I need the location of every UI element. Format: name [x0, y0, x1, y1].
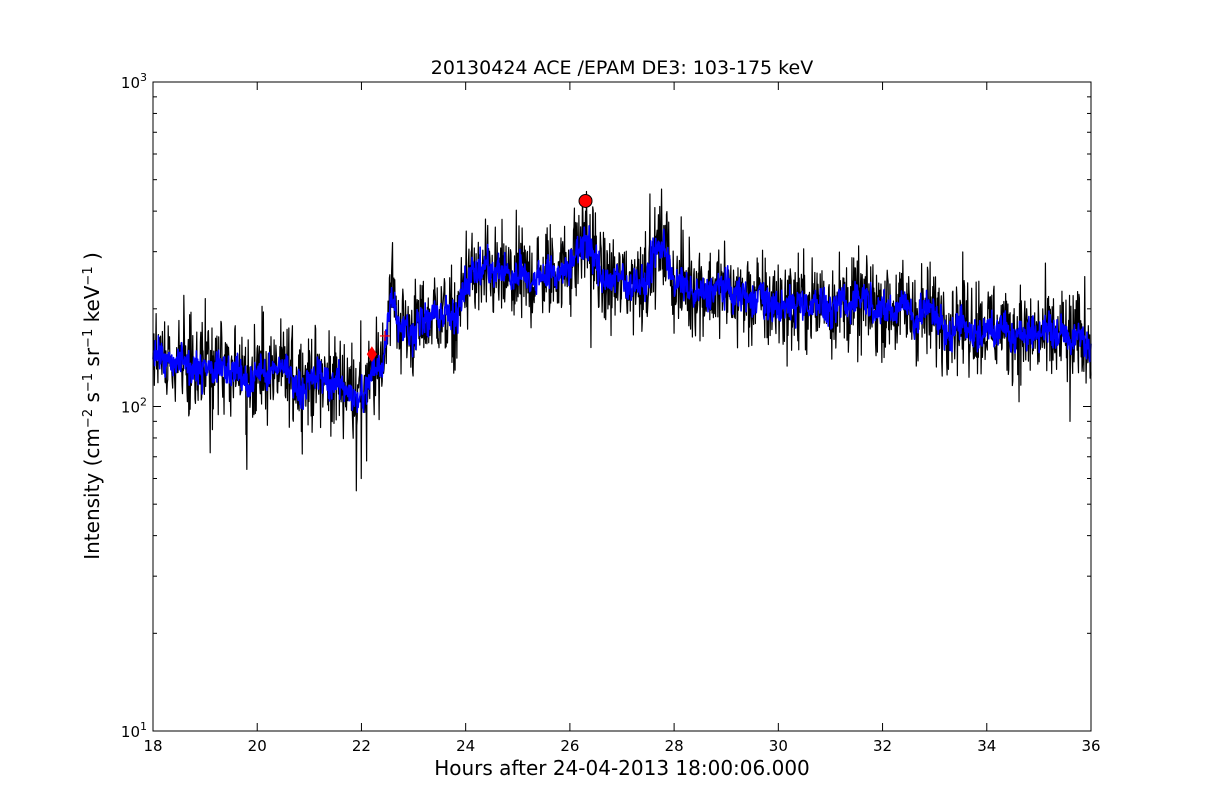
x-axis-label: Hours after 24-04-2013 18:00:06.000	[434, 756, 810, 780]
x-tick-label: 28	[665, 737, 684, 755]
y-tick-label-exp: 2	[140, 396, 147, 409]
marker-layer	[366, 193, 593, 363]
x-tick-label: 36	[1081, 737, 1100, 755]
y-label-exp3: −1	[81, 329, 96, 348]
y-tick-label-exp: 1	[140, 720, 147, 733]
y-label-suffix: )	[80, 252, 104, 266]
y-label-prefix: Intensity (cm	[80, 428, 104, 560]
x-tick-label: 34	[977, 737, 996, 755]
y-tick-label: 101	[121, 720, 147, 741]
y-tick-label: 103	[121, 71, 147, 92]
y-label-exp1: −2	[81, 409, 96, 428]
y-tick-label-base: 10	[121, 723, 140, 741]
chart-title: 20130424 ACE /EPAM DE3: 103-175 keV	[431, 57, 813, 79]
x-tick-label: 18	[143, 737, 162, 755]
series-layer	[152, 188, 1092, 492]
y-tick-label-exp: 3	[140, 71, 147, 84]
peak-marker	[578, 193, 593, 208]
y-label-exp2: −1	[81, 373, 96, 392]
plus-marker	[379, 330, 390, 341]
x-tick-label: 24	[456, 737, 475, 755]
x-tick-label: 32	[873, 737, 892, 755]
y-tick-label: 102	[121, 396, 147, 417]
y-tick-label-base: 10	[121, 74, 140, 92]
series-smoothed-line	[152, 224, 1092, 413]
onset-marker	[366, 346, 377, 363]
y-label-sr: sr	[80, 347, 104, 373]
y-label-exp4: −1	[81, 266, 96, 285]
x-tick-label: 20	[248, 737, 267, 755]
y-tick-label-base: 10	[121, 399, 140, 417]
y-axis-label: Intensity (cm−2 s−1 sr−1 keV−1 )	[80, 252, 104, 560]
x-tick-label: 22	[352, 737, 371, 755]
x-tick-label: 26	[560, 737, 579, 755]
y-label-s: s	[80, 392, 104, 409]
y-label-kev: keV	[80, 285, 104, 329]
x-tick-label: 30	[769, 737, 788, 755]
